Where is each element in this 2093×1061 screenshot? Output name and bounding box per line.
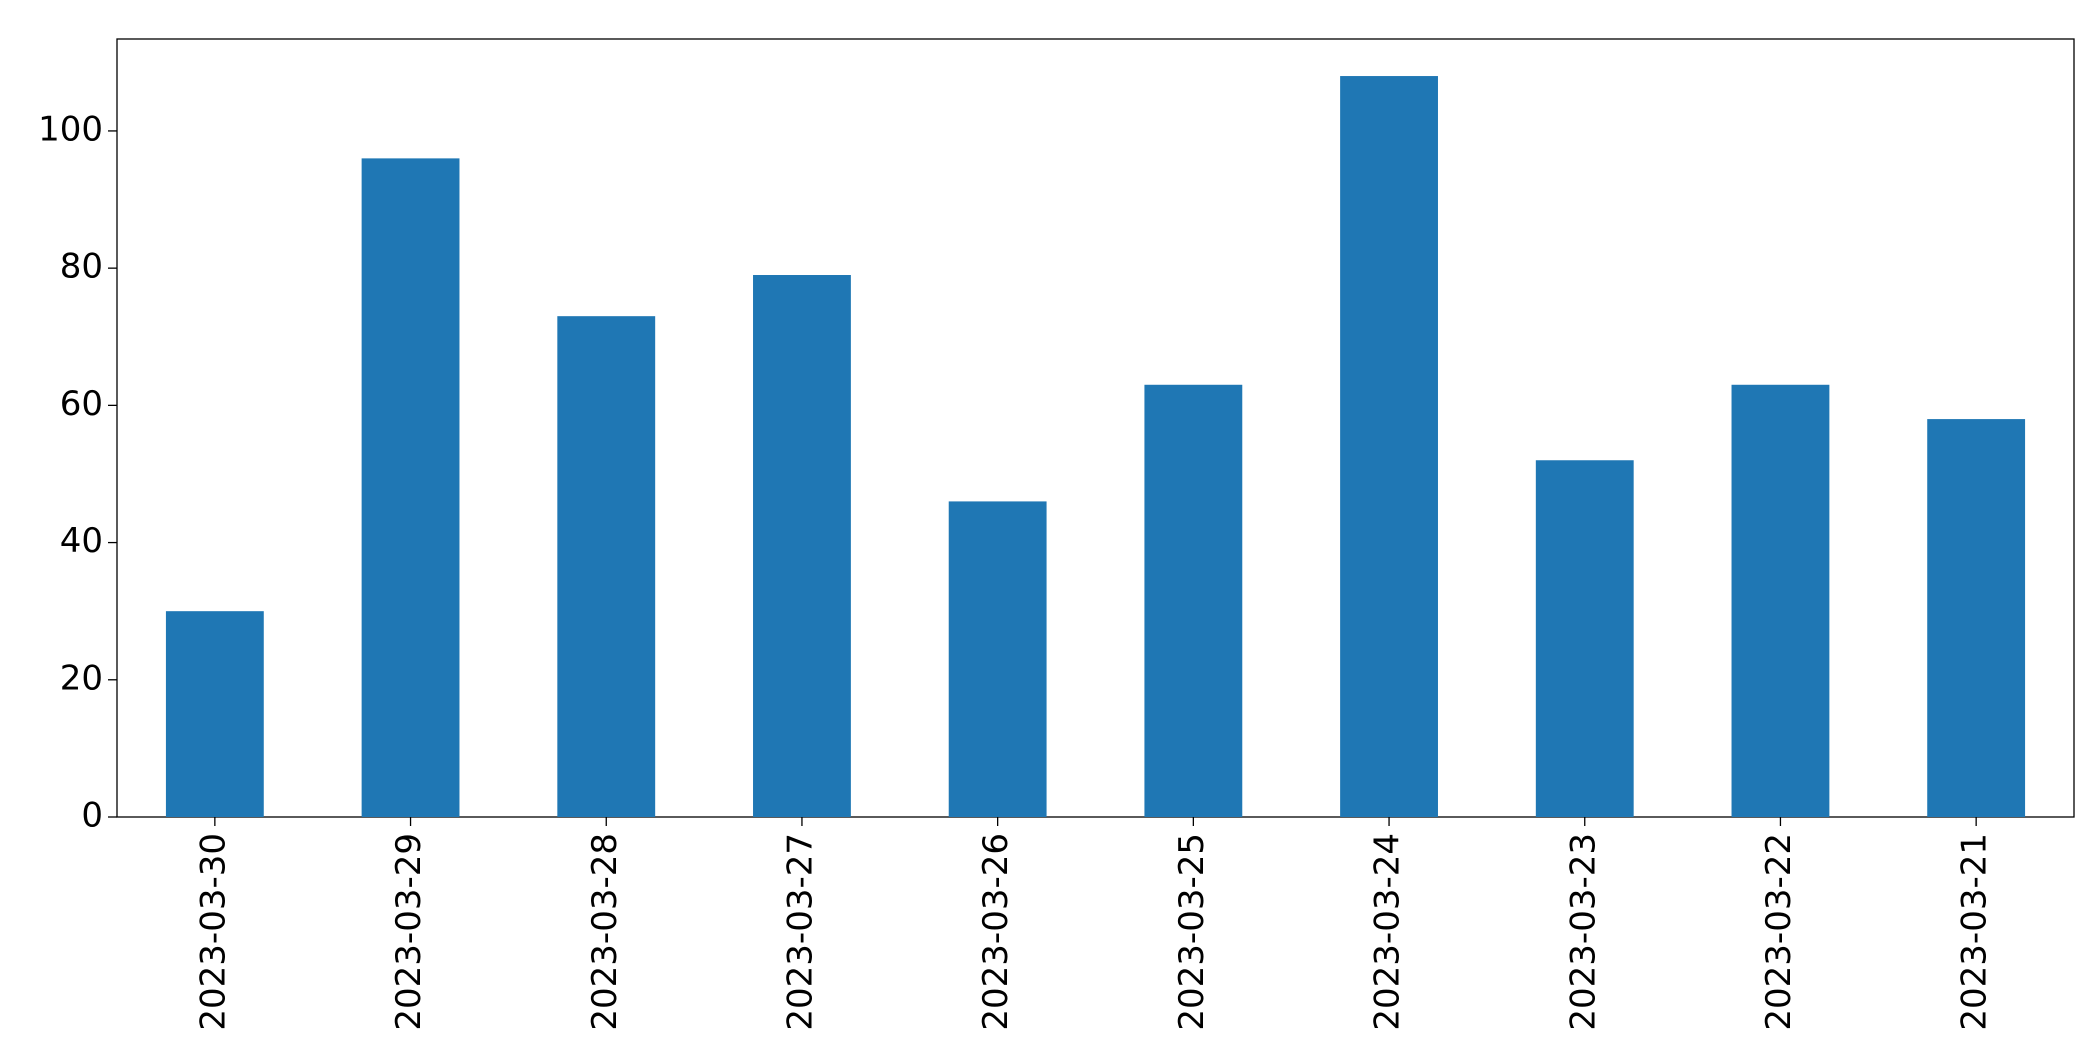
y-tick-label: 60 bbox=[60, 384, 103, 424]
bar bbox=[948, 501, 1047, 817]
x-tick-label: 2023-03-23 bbox=[1563, 833, 1603, 1031]
bar bbox=[1144, 384, 1243, 817]
x-tick-label: 2023-03-30 bbox=[193, 833, 233, 1031]
x-tick-label: 2023-03-22 bbox=[1759, 833, 1799, 1031]
x-tick-label: 2023-03-25 bbox=[1172, 833, 1212, 1031]
y-tick-label: 80 bbox=[60, 247, 103, 287]
y-tick-label: 100 bbox=[38, 109, 103, 149]
bar bbox=[1731, 384, 1830, 817]
bar bbox=[361, 158, 460, 817]
y-tick-label: 20 bbox=[60, 658, 103, 698]
x-tick-label: 2023-03-29 bbox=[389, 833, 429, 1031]
y-tick-label: 0 bbox=[81, 796, 103, 836]
y-tick-label: 40 bbox=[60, 521, 103, 561]
bar bbox=[1340, 76, 1438, 818]
bar bbox=[1535, 460, 1634, 817]
x-tick-label: 2023-03-28 bbox=[585, 833, 625, 1031]
bar bbox=[557, 316, 656, 817]
bar bbox=[165, 611, 264, 817]
x-tick-label: 2023-03-27 bbox=[780, 833, 820, 1031]
bar bbox=[1927, 419, 2026, 817]
x-tick-label: 2023-03-26 bbox=[976, 833, 1016, 1031]
plot-frame bbox=[116, 38, 2075, 818]
x-tick-label: 2023-03-24 bbox=[1368, 833, 1408, 1031]
x-tick-label: 2023-03-21 bbox=[1955, 833, 1995, 1031]
bar bbox=[753, 275, 851, 817]
